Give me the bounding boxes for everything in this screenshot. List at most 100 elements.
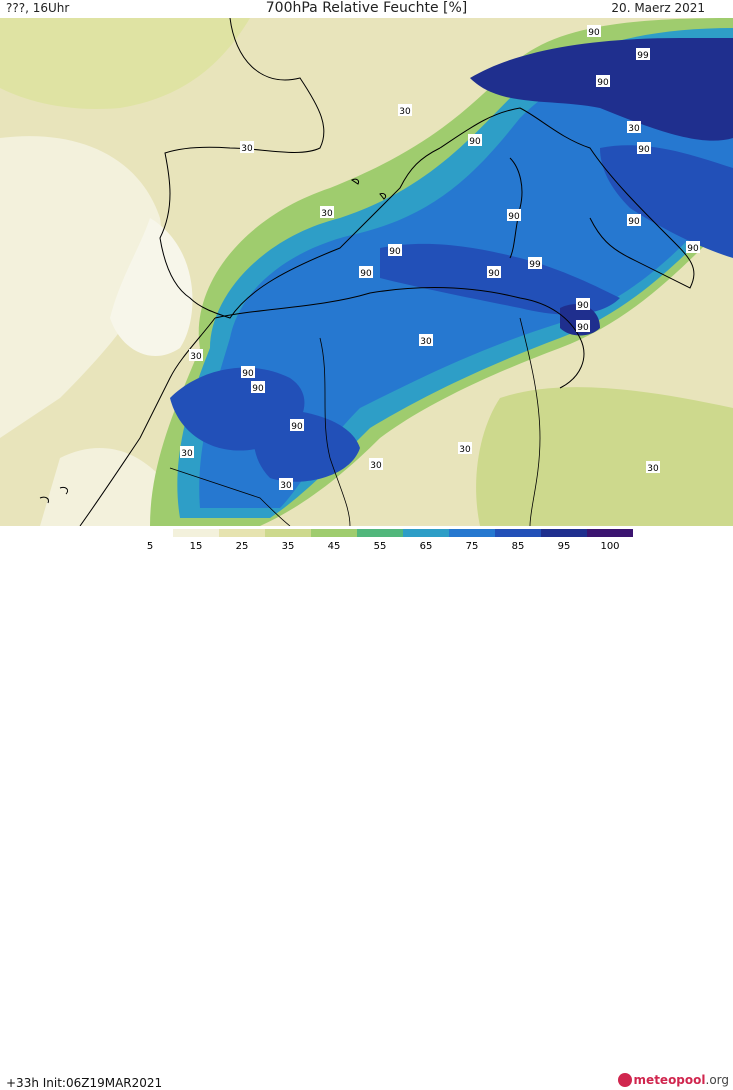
logo-icon: [617, 1073, 632, 1087]
legend-tick: 95: [558, 541, 571, 550]
legend-tick: 55: [374, 541, 387, 550]
svg-text:90: 90: [242, 369, 254, 379]
legend-tick: 5: [147, 541, 153, 550]
humidity-map: 90 99 90 30 90 30 30 30 90 90 90 90 90 90 90 99 90 30 90 90…: [0, 18, 733, 526]
svg-text:90: 90: [577, 301, 589, 311]
svg-text:90: 90: [597, 78, 609, 88]
dark-blue-central: [380, 243, 620, 315]
north-africa-coastline: [214, 287, 585, 389]
dark-blue-east: [600, 145, 733, 258]
legend-swatch: [357, 529, 403, 537]
svg-text:90: 90: [628, 217, 640, 227]
svg-text:90: 90: [252, 384, 264, 394]
svg-text:90: 90: [469, 137, 481, 147]
contour-label: 90: [627, 214, 641, 227]
contour-label: 90: [596, 75, 610, 88]
svg-text:99: 99: [637, 51, 649, 61]
contour-label: 30: [369, 458, 383, 471]
svg-text:30: 30: [628, 124, 640, 134]
contour-label: 90: [686, 241, 700, 254]
dark-blue-northeast: [470, 38, 733, 141]
footer: 5 15 25 35 45 55 65 75 85 95 100 +33h Init:06Z19MA…: [0, 526, 733, 1090]
contour-label: 90: [587, 25, 601, 38]
init-label: +33h Init:06Z19MAR2021: [6, 1076, 163, 1090]
svg-text:30: 30: [241, 144, 253, 154]
border-algeria: [319, 337, 351, 526]
legend-tick: 65: [420, 541, 433, 550]
contour-label: 30: [180, 446, 194, 459]
legend-tick: 25: [236, 541, 249, 550]
legend-swatch: [265, 529, 311, 537]
header: ???, 16Uhr 700hPa Relative Feuchte [%] 2…: [0, 0, 733, 18]
italy-coastline: [439, 107, 695, 289]
legend-swatch: [311, 529, 357, 537]
moist-zone-north: [0, 18, 250, 109]
contour-label: 90: [637, 142, 651, 155]
svg-text:90: 90: [389, 247, 401, 257]
contour-label: 90: [388, 244, 402, 257]
contour-label: 30: [419, 334, 433, 347]
legend-swatch: [495, 529, 541, 537]
contour-label: 99: [528, 257, 542, 270]
contour-label: 90: [290, 419, 304, 432]
contour-label: 99: [636, 48, 650, 61]
canary-islands: [39, 487, 69, 504]
contour-label: 90: [359, 266, 373, 279]
dry-zone-southwest: [40, 448, 170, 526]
legend-swatch: [403, 529, 449, 537]
contour-label: 90: [507, 209, 521, 222]
legend-tick: 35: [282, 541, 295, 550]
svg-text:30: 30: [280, 481, 292, 491]
svg-text:90: 90: [577, 323, 589, 333]
contour-label: 90: [576, 320, 590, 333]
svg-text:99: 99: [529, 260, 541, 270]
moist-zone-southeast: [476, 387, 733, 526]
morocco-coastline: [79, 317, 216, 526]
contour-label: 90: [241, 366, 255, 379]
svg-text:30: 30: [420, 337, 432, 347]
dry-zone-west: [0, 136, 162, 439]
svg-text:90: 90: [508, 212, 520, 222]
legend-tick: 75: [466, 541, 479, 550]
brand-name: meteopool: [633, 1073, 706, 1087]
humidity-legend-bar: 5 15 25 35 45 55 65 75 85 95 100: [127, 529, 633, 550]
legend-swatch: [127, 529, 173, 537]
contour-label: 30: [189, 349, 203, 362]
contour-label: 30: [458, 442, 472, 455]
svg-text:90: 90: [291, 422, 303, 432]
map-title: 700hPa Relative Feuchte [%]: [265, 0, 468, 16]
legend-tick: 15: [190, 541, 203, 550]
svg-text:90: 90: [638, 145, 650, 155]
corsica-sardinia: [509, 157, 523, 259]
dry-zone-iberia-coast: [110, 218, 193, 357]
balearic-islands: [351, 178, 387, 200]
svg-text:30: 30: [399, 107, 411, 117]
brand-suffix: .org: [705, 1073, 730, 1087]
meteopool-logo[interactable]: meteopool.org: [617, 1073, 730, 1087]
contour-label: 90: [468, 134, 482, 147]
border-sahara: [169, 467, 291, 526]
contour-label: 90: [487, 266, 501, 279]
svg-text:30: 30: [647, 464, 659, 474]
svg-text:90: 90: [360, 269, 372, 279]
contour-label: 30: [320, 206, 334, 219]
legend-swatch: [449, 529, 495, 537]
legend-tick: 45: [328, 541, 341, 550]
contour-label: 90: [251, 381, 265, 394]
contour-label: 30: [279, 478, 293, 491]
contour-label: 30: [627, 121, 641, 134]
contour-labels: 90 99 90 30 90 30 30 30 90 90 90 90 90 90 90 99 90 30 90 90…: [180, 25, 700, 491]
svg-text:30: 30: [190, 352, 202, 362]
contour-label: 30: [240, 141, 254, 154]
svg-text:90: 90: [687, 244, 699, 254]
legend-swatch: [541, 529, 587, 537]
svg-text:90: 90: [488, 269, 500, 279]
svg-text:30: 30: [181, 449, 193, 459]
iberia-coastline: [159, 18, 441, 319]
svg-text:30: 30: [459, 445, 471, 455]
border-libya: [519, 317, 541, 526]
legend-tick: 100: [600, 541, 619, 550]
svg-text:30: 30: [370, 461, 382, 471]
svg-text:90: 90: [588, 28, 600, 38]
legend-tick: 85: [512, 541, 525, 550]
